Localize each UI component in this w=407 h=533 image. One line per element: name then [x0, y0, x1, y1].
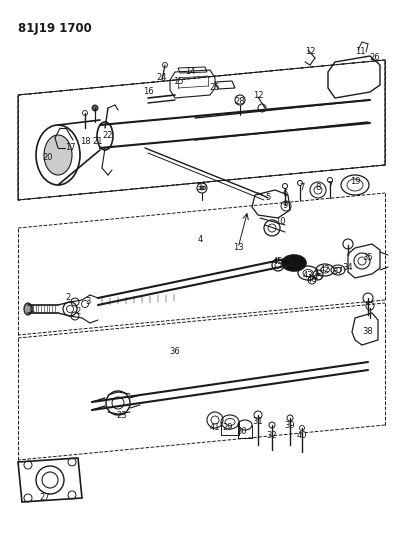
Ellipse shape	[44, 135, 72, 175]
Text: 13: 13	[233, 244, 243, 253]
Text: 28: 28	[235, 98, 245, 107]
Text: 22: 22	[103, 131, 113, 140]
Text: 12: 12	[305, 47, 315, 56]
Text: 36: 36	[170, 348, 180, 357]
Text: 17: 17	[65, 143, 75, 152]
Text: 29: 29	[223, 424, 233, 432]
Text: 38: 38	[363, 327, 373, 336]
Text: 45: 45	[313, 273, 323, 282]
Text: 21: 21	[93, 138, 103, 147]
Text: 2: 2	[66, 294, 71, 303]
Text: 40: 40	[297, 431, 307, 440]
Text: 39: 39	[284, 421, 295, 430]
Text: 46: 46	[307, 276, 317, 285]
Text: 1: 1	[29, 305, 35, 314]
Text: 26: 26	[370, 53, 380, 62]
Ellipse shape	[24, 303, 32, 315]
Text: 19: 19	[350, 177, 360, 187]
Text: 20: 20	[43, 154, 53, 163]
Text: 24: 24	[157, 74, 167, 83]
Ellipse shape	[282, 255, 306, 271]
Text: 7: 7	[327, 181, 333, 190]
Text: 31: 31	[253, 417, 263, 426]
Text: 16: 16	[143, 87, 153, 96]
Text: 25: 25	[210, 84, 220, 93]
Text: 12: 12	[253, 91, 263, 100]
Text: 32: 32	[267, 431, 277, 440]
Text: 14: 14	[185, 68, 195, 77]
Text: 23: 23	[117, 410, 127, 419]
Text: 27: 27	[40, 494, 50, 503]
Text: 6: 6	[282, 189, 288, 198]
Text: 15: 15	[173, 77, 183, 86]
Text: 44: 44	[290, 261, 300, 270]
Text: 10: 10	[275, 217, 285, 227]
Text: 5: 5	[265, 193, 271, 203]
Text: 34: 34	[343, 263, 353, 272]
Text: 30: 30	[237, 427, 247, 437]
Text: 7: 7	[299, 183, 305, 192]
Text: 11: 11	[355, 47, 365, 56]
Text: 18: 18	[80, 138, 90, 147]
Text: 33: 33	[197, 183, 208, 192]
Text: 41: 41	[210, 424, 220, 432]
Text: 4: 4	[197, 236, 203, 245]
Circle shape	[200, 186, 204, 190]
Circle shape	[92, 105, 98, 111]
Text: 45: 45	[273, 257, 283, 266]
Text: 37: 37	[333, 268, 344, 277]
Text: 81J19 1700: 81J19 1700	[18, 22, 92, 35]
Text: 42: 42	[320, 265, 330, 274]
Text: 3: 3	[85, 297, 91, 306]
Text: 43: 43	[303, 271, 313, 279]
Text: 9: 9	[282, 200, 288, 209]
Text: 8: 8	[315, 183, 321, 192]
Text: 35: 35	[363, 254, 373, 262]
Text: 2: 2	[75, 306, 81, 316]
